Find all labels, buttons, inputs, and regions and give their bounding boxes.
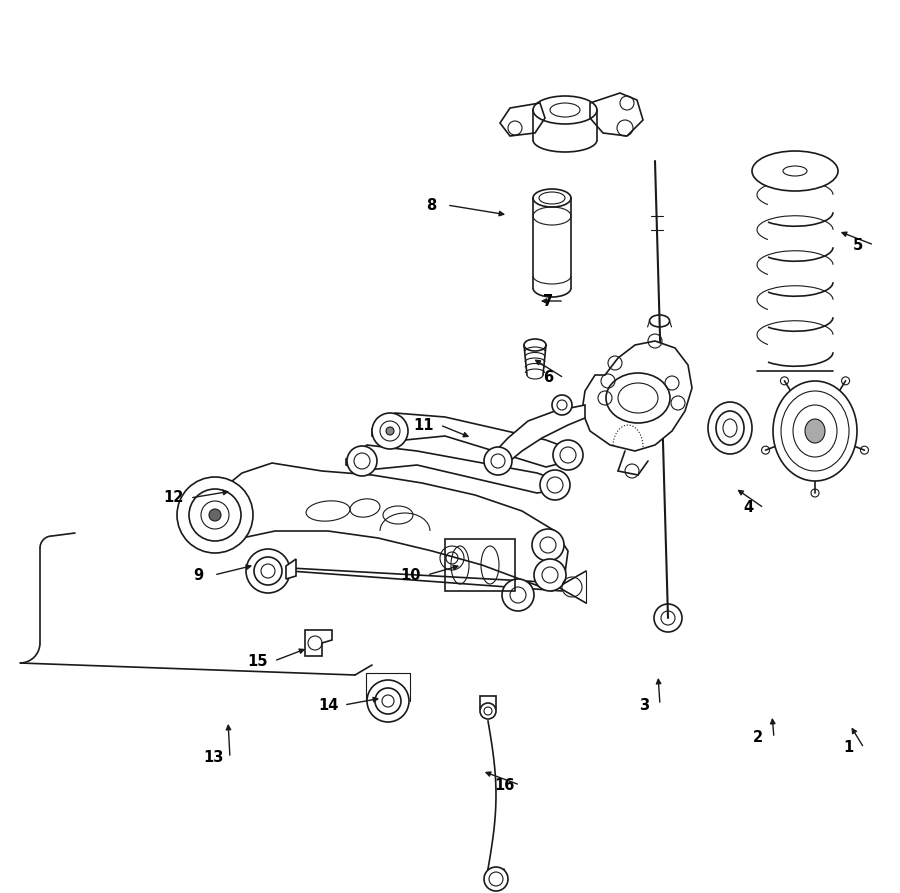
Ellipse shape xyxy=(783,166,807,176)
Text: 6: 6 xyxy=(543,371,553,386)
Circle shape xyxy=(552,395,572,415)
Text: 9: 9 xyxy=(193,567,203,582)
Circle shape xyxy=(480,703,496,719)
Circle shape xyxy=(502,579,534,611)
Text: 3: 3 xyxy=(639,697,649,713)
Circle shape xyxy=(177,477,253,553)
Polygon shape xyxy=(205,463,568,591)
Ellipse shape xyxy=(708,402,752,454)
Circle shape xyxy=(386,427,394,435)
Text: 16: 16 xyxy=(494,778,514,792)
Polygon shape xyxy=(305,630,332,656)
Text: 13: 13 xyxy=(203,750,224,765)
Text: 2: 2 xyxy=(753,730,763,746)
Text: 7: 7 xyxy=(543,294,553,308)
Circle shape xyxy=(484,867,508,891)
Circle shape xyxy=(553,440,583,470)
Ellipse shape xyxy=(773,381,857,481)
Text: 15: 15 xyxy=(248,654,268,669)
Text: 10: 10 xyxy=(400,567,421,582)
Text: 8: 8 xyxy=(426,197,436,213)
Polygon shape xyxy=(582,341,692,451)
Polygon shape xyxy=(492,405,585,465)
Ellipse shape xyxy=(752,151,838,191)
Circle shape xyxy=(540,470,570,500)
Text: 12: 12 xyxy=(164,490,184,505)
Circle shape xyxy=(209,509,221,521)
Polygon shape xyxy=(372,413,570,467)
Circle shape xyxy=(534,559,566,591)
Text: 1: 1 xyxy=(843,740,853,755)
Circle shape xyxy=(372,413,408,449)
Circle shape xyxy=(246,549,290,593)
Polygon shape xyxy=(286,559,296,579)
Circle shape xyxy=(484,447,512,475)
Circle shape xyxy=(532,529,564,561)
Ellipse shape xyxy=(606,373,670,423)
Circle shape xyxy=(367,680,409,722)
Bar xyxy=(445,539,515,591)
Text: 4: 4 xyxy=(742,500,753,515)
Text: 14: 14 xyxy=(318,697,338,713)
Text: 11: 11 xyxy=(414,418,434,432)
Text: 5: 5 xyxy=(853,238,863,253)
Ellipse shape xyxy=(805,419,825,443)
Polygon shape xyxy=(346,445,557,493)
Circle shape xyxy=(347,446,377,476)
